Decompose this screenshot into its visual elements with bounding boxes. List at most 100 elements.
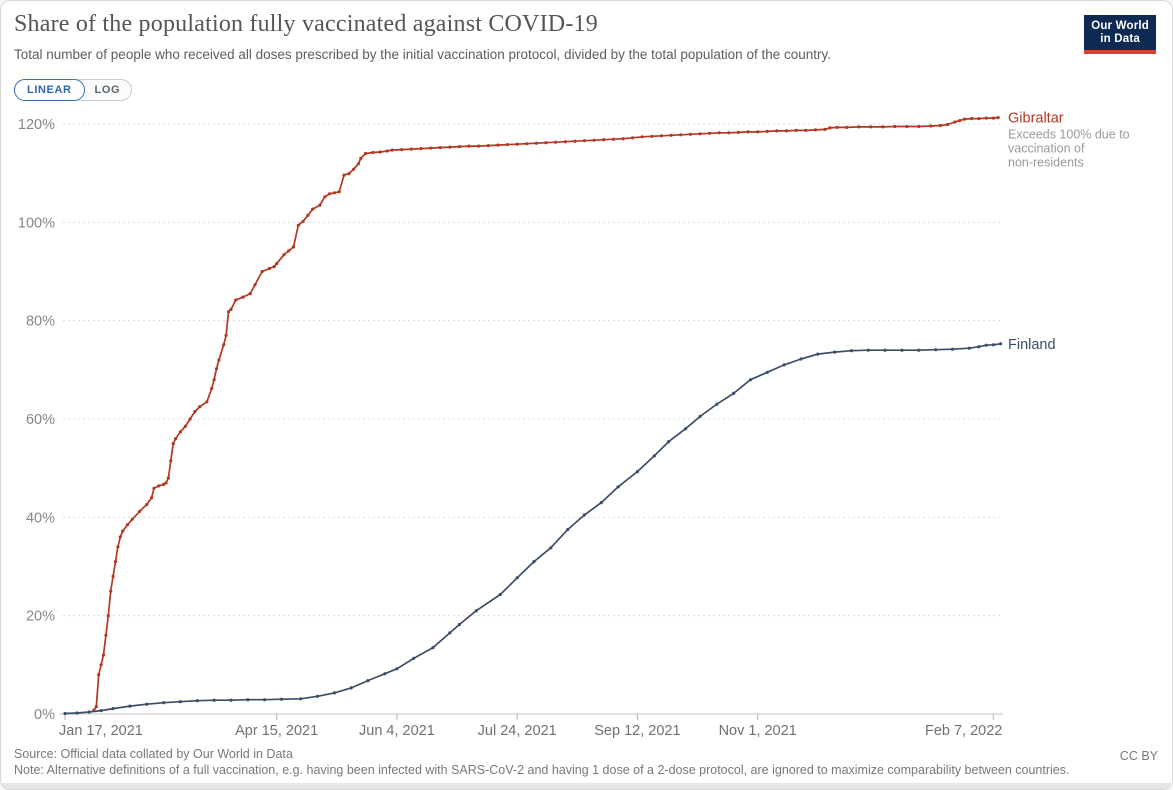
gibraltar-point <box>121 529 125 533</box>
finland-point <box>782 363 786 367</box>
finland-point <box>457 622 461 627</box>
gibraltar-point <box>717 131 721 135</box>
gibraltar-point <box>929 124 933 128</box>
y-tick-label: 60% <box>26 412 55 428</box>
gibraltar-point <box>390 148 394 152</box>
series-annotation-gibraltar: vaccination of <box>1008 142 1085 156</box>
bottom-strip <box>1 783 1172 789</box>
note-line: Note: Alternative definitions of a full … <box>14 762 1070 777</box>
scale-toggle: LINEAR LOG <box>14 79 133 101</box>
finland-line[interactable] <box>64 342 1002 715</box>
gibraltar-line[interactable] <box>93 116 1000 711</box>
gibraltar-point <box>727 131 731 135</box>
gibraltar-point <box>113 560 118 564</box>
gibraltar-point <box>111 574 115 578</box>
finland-point <box>991 343 996 347</box>
finland-point <box>967 346 971 350</box>
gibraltar-point <box>621 137 625 141</box>
gibraltar-point <box>222 343 226 347</box>
gibraltar-point <box>746 130 750 134</box>
y-tick-label: 0% <box>34 707 55 723</box>
finland-point <box>195 699 199 703</box>
finland-point <box>833 350 837 354</box>
gibraltar-point <box>736 130 741 134</box>
finland-point <box>984 343 988 347</box>
series-annotation-gibraltar: Exceeds 100% due to <box>1008 128 1130 142</box>
gibraltar-point <box>193 410 197 414</box>
gibraltar-point <box>679 133 683 137</box>
owid-logo[interactable]: Our World in Data <box>1084 15 1156 54</box>
finland-point <box>866 348 870 352</box>
gibraltar-point <box>905 124 909 129</box>
linear-scale-button[interactable]: LINEAR <box>14 79 85 101</box>
x-tick-label: Sep 12, 2021 <box>594 723 680 739</box>
finland-point <box>474 609 478 613</box>
gibraltar-point <box>125 523 130 527</box>
gibraltar-point <box>229 307 233 311</box>
gibraltar-point <box>486 144 490 148</box>
gibraltar-point <box>157 484 161 488</box>
gibraltar-point <box>893 124 897 129</box>
gibraltar-point <box>592 138 596 142</box>
gibraltar-point <box>234 298 238 302</box>
finland-point <box>515 576 519 580</box>
finland-point <box>917 348 921 352</box>
gibraltar-point <box>101 653 106 657</box>
gibraltar-point <box>97 673 101 677</box>
gibraltar-point <box>347 172 351 176</box>
gibraltar-point <box>813 128 818 132</box>
gibraltar-point <box>306 213 310 217</box>
finland-point <box>229 698 233 702</box>
finland-point <box>934 348 938 352</box>
gibraltar-point <box>205 400 209 404</box>
gibraltar-point <box>260 269 264 274</box>
gibraltar-point <box>198 405 202 409</box>
gibraltar-point <box>756 130 760 134</box>
gibraltar-point <box>275 262 279 266</box>
gibraltar-point <box>582 139 587 143</box>
gibraltar-point <box>328 192 332 196</box>
gibraltar-point <box>212 378 216 382</box>
gibraltar-point <box>356 162 360 166</box>
finland-point <box>299 697 303 701</box>
finland-point <box>549 546 553 550</box>
finland-point <box>383 672 387 676</box>
gibraltar-point <box>241 295 245 299</box>
gibraltar-point <box>429 146 433 150</box>
gibraltar-point <box>106 614 110 618</box>
gibraltar-point <box>631 136 635 140</box>
y-tick-label: 120% <box>18 117 55 133</box>
gibraltar-point <box>708 131 712 135</box>
y-tick-label: 80% <box>26 314 55 330</box>
log-scale-button[interactable]: LOG <box>84 80 132 100</box>
gibraltar-point <box>152 486 156 490</box>
series-label-finland[interactable]: Finland <box>1008 337 1056 353</box>
gibraltar-point <box>174 437 178 441</box>
gibraltar-point <box>962 117 967 121</box>
gibraltar-point <box>534 141 539 145</box>
gibraltar-point <box>378 150 382 154</box>
gibraltar-point <box>145 502 149 507</box>
series-label-gibraltar[interactable]: Gibraltar <box>1008 111 1064 127</box>
gibraltar-point <box>554 140 558 144</box>
gibraltar-point <box>138 509 142 513</box>
gibraltar-point <box>364 151 368 156</box>
chart-canvas[interactable]: 0% 20% 40% 60% 80% 100% 120% Jan 17, 2021 Apr 15… <box>1 1 1173 746</box>
finland-point <box>99 709 103 713</box>
gibraltar-point <box>214 367 219 371</box>
gibraltar-point <box>385 149 389 153</box>
finland-point <box>162 701 166 705</box>
finland-point <box>246 698 250 702</box>
gibraltar-point <box>845 125 849 129</box>
finland-point <box>212 698 216 702</box>
finland-point <box>977 345 981 349</box>
gibraltar-point <box>698 132 702 136</box>
gibraltar-point <box>467 144 471 148</box>
gibraltar-point <box>917 124 921 129</box>
gibraltar-point <box>94 705 98 709</box>
license-label[interactable]: CC BY <box>1119 749 1158 763</box>
gibraltar-point <box>953 120 957 124</box>
gibraltar-point <box>946 122 950 127</box>
x-tick-label: Nov 1, 2021 <box>719 723 797 739</box>
finland-point <box>349 686 353 690</box>
